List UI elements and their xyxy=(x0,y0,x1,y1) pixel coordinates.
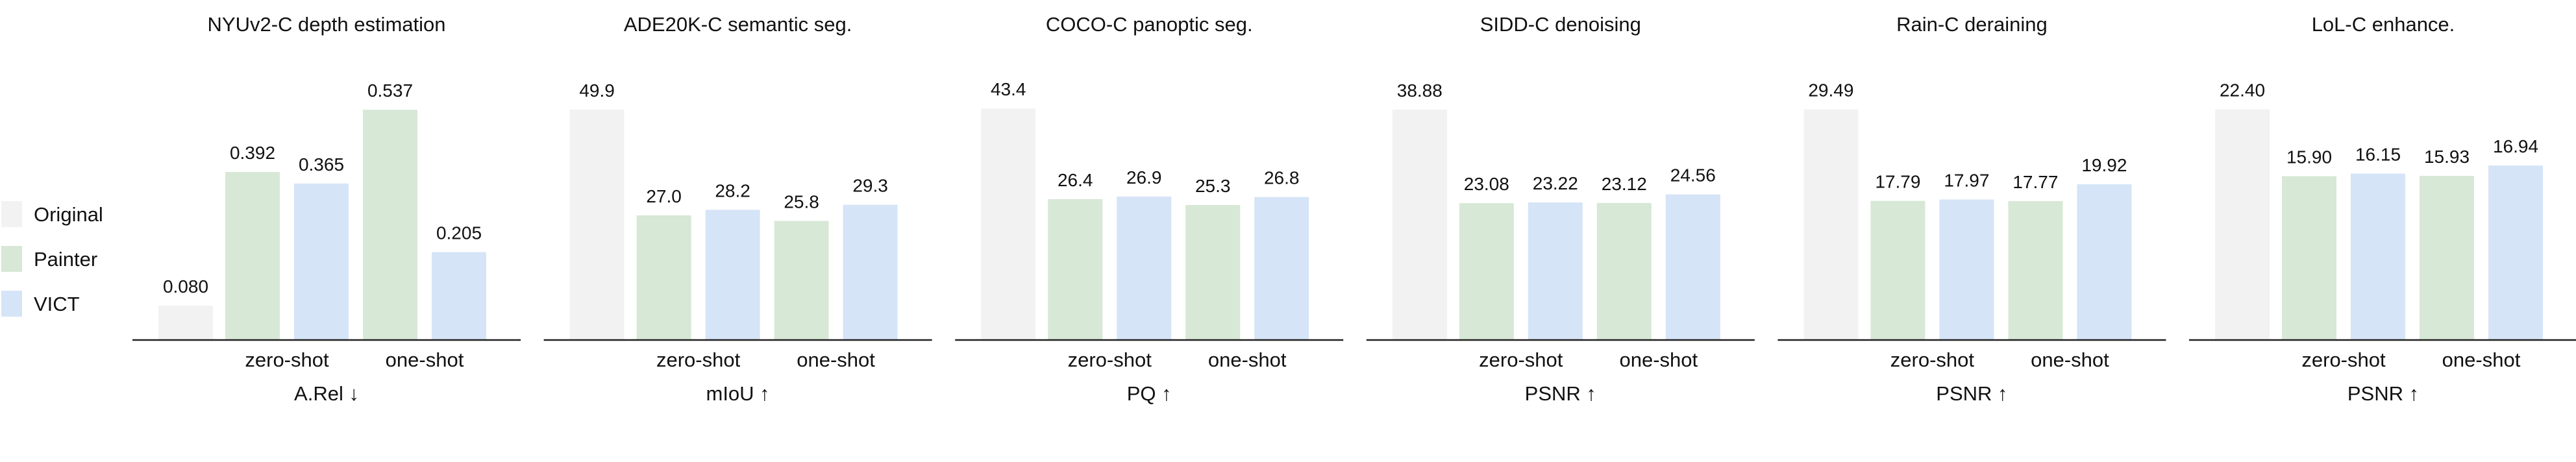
chart-panel-sidd-c-denoising: SIDD-C denoising 38.88 23.08 23.22 zero-shot… xyxy=(1366,13,1755,405)
legend: Original Painter VICT xyxy=(1,201,103,317)
chart-panels: NYUv2-C depth estimation 0.080 0.392 0.365 z… xyxy=(132,13,2576,405)
bar-original-label: 29.49 xyxy=(1808,80,1853,101)
bar-original xyxy=(158,306,213,340)
bar-painter-one-shot xyxy=(1596,202,1652,340)
bar-original-label: 49.9 xyxy=(579,80,615,101)
chart-title: Rain-C deraining xyxy=(1896,13,2048,36)
bar-vict-one-shot xyxy=(1665,194,1720,340)
chart-panel-coco-c-panoptic-seg: COCO-C panoptic seg. 43.4 26.4 26.9 zero-sho… xyxy=(955,13,1344,405)
chart-title: SIDD-C denoising xyxy=(1480,13,1641,36)
tick-label-zero-shot: zero-shot xyxy=(1890,348,1975,371)
bar-original xyxy=(981,108,1036,340)
bar-painter-zero-shot-label: 27.0 xyxy=(646,186,682,206)
bar-painter-one-shot-label: 15.93 xyxy=(2424,147,2470,167)
bar-original-label: 22.40 xyxy=(2220,80,2265,100)
bar-painter-zero-shot xyxy=(225,172,280,340)
bar-painter-zero-shot-label: 17.79 xyxy=(1875,172,1920,192)
bar-original-label: 43.4 xyxy=(991,79,1026,99)
bar-vict-one-shot xyxy=(2488,165,2543,340)
legend-label-original: Original xyxy=(34,203,103,226)
bar-painter-zero-shot xyxy=(1048,199,1103,340)
bar-vict-zero-shot-label: 23.22 xyxy=(1533,173,1578,193)
x-axis-label: PSNR ↑ xyxy=(2347,382,2419,405)
x-axis-label: A.Rel ↓ xyxy=(294,382,359,405)
bar-original xyxy=(1803,109,1859,340)
bar-vict-zero-shot xyxy=(294,183,349,340)
tick-label-zero-shot: zero-shot xyxy=(245,348,329,371)
bar-painter-one-shot xyxy=(2008,201,2063,340)
x-axis-label: mIoU ↑ xyxy=(706,382,770,405)
chart-title: ADE20K-C semantic seg. xyxy=(624,13,852,36)
chart-panel-rain-c-deraining: Rain-C deraining 29.49 17.79 17.97 zero-shot… xyxy=(1777,13,2166,405)
x-axis-label: PSNR ↑ xyxy=(1525,382,1596,405)
bar-painter-one-shot-label: 23.12 xyxy=(1602,174,1647,194)
chart-title: NYUv2-C depth estimation xyxy=(208,13,446,36)
bar-vict-zero-shot xyxy=(2351,173,2405,340)
tick-label-zero-shot: zero-shot xyxy=(1068,348,1152,371)
chart-title: LoL-C enhance. xyxy=(2312,13,2455,36)
bar-vict-zero-shot xyxy=(1117,196,1172,340)
bar-vict-zero-shot xyxy=(705,210,760,340)
bar-vict-one-shot xyxy=(843,204,898,340)
tick-label-one-shot: one-shot xyxy=(797,348,875,371)
bar-vict-zero-shot xyxy=(1528,202,1583,340)
bar-vict-zero-shot-label: 26.9 xyxy=(1126,167,1162,188)
bar-vict-one-shot-label: 26.8 xyxy=(1264,168,1300,188)
tick-label-one-shot: one-shot xyxy=(2442,348,2521,371)
tick-label-one-shot: one-shot xyxy=(386,348,464,371)
legend-swatch-vict xyxy=(1,291,22,317)
bar-vict-zero-shot-label: 0.365 xyxy=(299,154,344,175)
tick-label-one-shot: one-shot xyxy=(2031,348,2109,371)
bar-vict-zero-shot-label: 17.97 xyxy=(1944,170,1989,190)
bar-painter-one-shot xyxy=(774,221,829,340)
tick-label-zero-shot: zero-shot xyxy=(656,348,741,371)
bar-painter-zero-shot xyxy=(636,215,691,340)
x-axis-label: PQ ↑ xyxy=(1127,382,1172,405)
legend-label-vict: VICT xyxy=(34,293,80,315)
legend-swatch-original xyxy=(1,201,22,227)
bar-painter-zero-shot-label: 0.392 xyxy=(230,143,275,163)
bar-original xyxy=(569,109,625,340)
bar-painter-one-shot xyxy=(2420,176,2474,340)
bar-painter-one-shot xyxy=(363,110,417,341)
bar-painter-zero-shot xyxy=(1870,201,1926,340)
bar-painter-zero-shot-label: 26.4 xyxy=(1058,170,1093,190)
bar-painter-one-shot-label: 25.3 xyxy=(1195,176,1231,196)
bar-original xyxy=(2215,109,2270,340)
bar-vict-one-shot-label: 29.3 xyxy=(852,176,888,196)
legend-swatch-painter xyxy=(1,246,22,272)
bar-vict-one-shot xyxy=(432,252,486,340)
chart-panel-nyuv2-c-depth-estimation: NYUv2-C depth estimation 0.080 0.392 0.365 z… xyxy=(132,13,521,405)
bar-original-label: 0.080 xyxy=(163,276,208,297)
bar-vict-one-shot-label: 0.205 xyxy=(436,223,482,243)
tick-label-zero-shot: zero-shot xyxy=(2301,348,2386,371)
bar-vict-one-shot-label: 24.56 xyxy=(1670,165,1716,186)
bar-painter-zero-shot-label: 23.08 xyxy=(1464,174,1509,194)
tick-label-one-shot: one-shot xyxy=(1208,348,1287,371)
bar-original-label: 38.88 xyxy=(1397,80,1443,101)
bar-painter-zero-shot xyxy=(2282,176,2336,340)
bar-vict-one-shot-label: 19.92 xyxy=(2081,155,2127,175)
tick-label-one-shot: one-shot xyxy=(1619,348,1698,371)
legend-label-painter: Painter xyxy=(34,248,97,271)
bar-painter-zero-shot-label: 15.90 xyxy=(2286,147,2332,167)
x-axis-label: PSNR ↑ xyxy=(1936,382,2007,405)
chart-panel-lol-c-enhance: LoL-C enhance. 22.40 15.90 16.15 zero-shot 15… xyxy=(2189,13,2576,405)
bar-vict-one-shot xyxy=(2077,184,2132,340)
bar-painter-one-shot xyxy=(1185,204,1241,340)
bar-vict-one-shot-label: 16.94 xyxy=(2493,136,2538,156)
bar-vict-zero-shot xyxy=(1939,199,1994,340)
chart-panel-ade20k-c-semantic-seg: ADE20K-C semantic seg. 49.9 27.0 28.2 zero-s… xyxy=(543,13,932,405)
chart-title: COCO-C panoptic seg. xyxy=(1046,13,1253,36)
bar-painter-one-shot-label: 0.537 xyxy=(367,80,413,101)
bar-vict-one-shot xyxy=(1254,197,1309,340)
bar-vict-zero-shot-label: 16.15 xyxy=(2355,145,2401,165)
bar-vict-zero-shot-label: 28.2 xyxy=(715,180,750,201)
bar-painter-one-shot-label: 17.77 xyxy=(2012,172,2058,192)
bar-painter-one-shot-label: 25.8 xyxy=(784,191,819,212)
bar-painter-zero-shot xyxy=(1459,203,1514,340)
tick-label-zero-shot: zero-shot xyxy=(1479,348,1563,371)
bar-original xyxy=(1392,109,1447,341)
